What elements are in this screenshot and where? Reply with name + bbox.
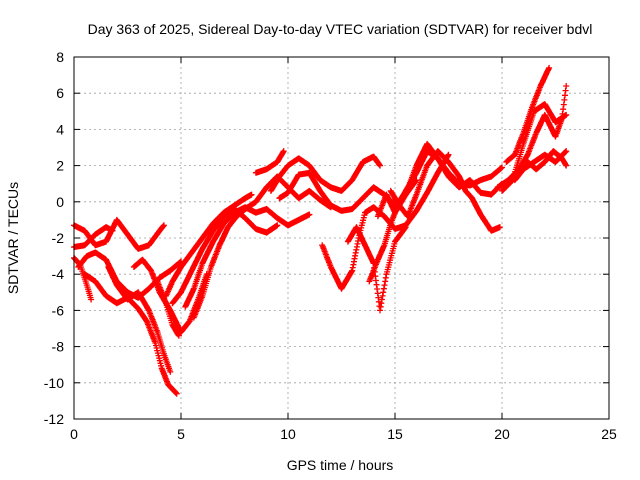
data-series [169,206,281,307]
data-series [190,173,334,321]
y-tick-label: 6 [56,85,64,101]
y-tick-label: 2 [56,158,64,174]
y-tick-label: -8 [52,339,65,355]
data-point-markers [511,148,570,184]
data-point-markers [190,173,334,321]
data-point-markers [494,148,570,191]
data-series [387,148,503,234]
y-tick-label: -6 [52,302,65,318]
x-tick-label: 15 [387,426,403,442]
data-series [154,278,182,339]
y-tick-label: -12 [44,411,64,427]
x-tick-label: 20 [494,426,510,442]
data-series [267,153,383,194]
data-series [163,191,255,299]
y-tick-label: 4 [56,121,64,137]
y-axis-title: SDTVAR / TECUs [5,182,21,294]
data-point-markers [163,191,255,299]
data-series [105,264,174,375]
data-point-markers [105,264,174,375]
y-tick-label: -10 [44,375,64,391]
data-points-layer [71,64,570,397]
y-axis-tick-labels: -12 -10 -8 -6 -4 -2 0 2 4 6 8 [44,49,64,427]
data-point-markers [387,148,503,234]
data-point-markers [267,153,383,194]
axis-ticks [73,56,610,420]
data-point-markers [319,151,452,292]
x-tick-label: 25 [601,426,617,442]
data-series [344,224,409,314]
y-tick-label: 8 [56,49,64,65]
y-tick-label: 0 [56,194,64,210]
x-tick-label: 5 [177,426,185,442]
y-tick-label: -4 [52,266,65,282]
data-series [81,271,180,397]
x-tick-label: 10 [280,426,296,442]
data-point-markers [252,148,287,176]
data-series [511,148,570,184]
x-tick-label: 0 [70,426,78,442]
data-point-markers [344,224,409,314]
data-series [319,151,452,292]
data-point-markers [154,278,182,339]
data-point-markers [169,206,281,307]
chart-title: Day 363 of 2025, Sidereal Day-to-day VTE… [88,21,593,37]
x-axis-title: GPS time / hours [287,457,394,473]
data-series [252,148,287,176]
data-series [494,148,570,191]
x-axis-tick-labels: 0 5 10 15 20 25 [70,426,617,442]
data-point-markers [503,64,553,165]
y-tick-label: -2 [52,230,65,246]
data-point-markers [182,204,313,310]
data-point-markers [81,271,180,397]
data-series [182,204,313,310]
data-series [503,64,553,165]
